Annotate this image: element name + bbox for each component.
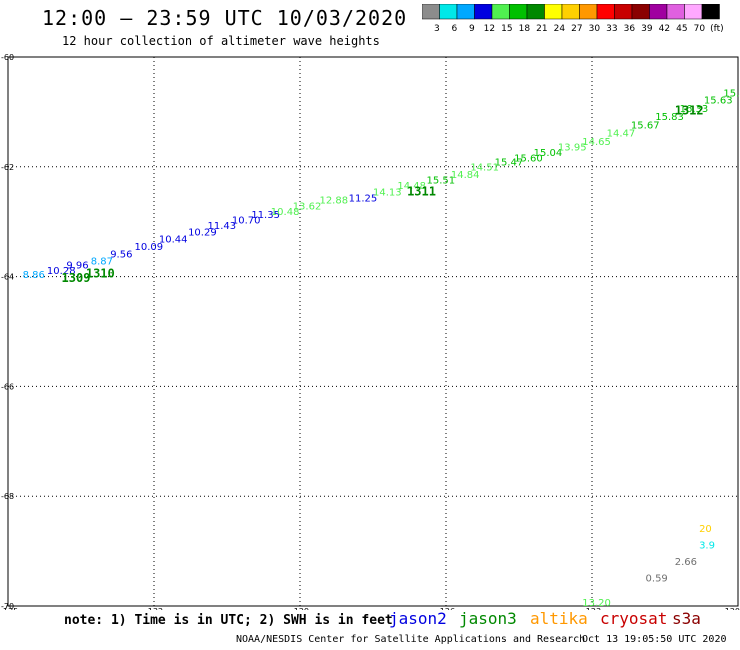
colorbar-legend: 3 6 9 12 15 18 21 24 27 30 33 36 39 42 45 70 (ft) (422, 4, 724, 34)
wave-height-label: 13.95 (558, 142, 587, 153)
y-tick-label: -64 (1, 273, 14, 282)
wave-height-label: 16.33 (680, 104, 709, 115)
wave-height-label: 10.28 (47, 266, 76, 277)
wave-height-label: 14.65 (582, 137, 611, 148)
colorbar-tick-label: 21 (536, 24, 547, 34)
pass-number-label: 1311 (407, 184, 436, 198)
colorbar-tick-label: 36 (624, 24, 636, 34)
wave-height-label: 14.47 (607, 129, 636, 140)
wave-height-label: 3.9 (699, 540, 715, 551)
legend-altika: altika (530, 609, 588, 628)
legend-jason3: jason3 (459, 609, 517, 628)
wave-height-label: 10.44 (159, 235, 188, 246)
legend-s3a: s3a (672, 609, 701, 628)
legend-jason2: jason2 (389, 609, 447, 628)
colorbar-tick-label: 15 (501, 24, 512, 34)
wave-height-label: 15.63 (704, 96, 733, 107)
wave-height-label: 15.67 (631, 120, 660, 131)
colorbar-tick-label: 27 (571, 24, 582, 34)
colorbar-tick-label: 39 (641, 24, 653, 34)
legend-cryosat: cryosat (600, 609, 668, 628)
x-tick-label: -120 (722, 607, 740, 610)
colorbar-tick-label: 33 (606, 24, 617, 34)
x-tick-label: -126 (437, 607, 455, 610)
wave-height-label: 14.84 (451, 170, 480, 181)
wave-height-label: 13.20 (582, 598, 611, 609)
wave-height-label: 15.51 (427, 175, 456, 186)
y-tick-label: -68 (1, 492, 14, 501)
wave-height-label: 10.29 (188, 227, 217, 238)
credit-line: NOAA/NESDIS Center for Satellite Applica… (236, 634, 586, 645)
colorbar-tick-label: 30 (589, 24, 601, 34)
wave-height-label: 9.56 (110, 249, 132, 260)
generated-timestamp: Oct 13 19:05:50 UTC 2020 (582, 634, 727, 645)
plot-frame (7, 56, 739, 607)
wave-height-label: 8.87 (91, 257, 113, 268)
wave-height-label: 11.43 (208, 221, 237, 232)
x-tick-label: -132 (145, 607, 163, 610)
colorbar-tick-label: (ft) (710, 24, 724, 34)
wave-height-label: 10.48 (271, 207, 300, 218)
pass-number-label: 1312 (675, 104, 704, 118)
colorbar-tick-label: 42 (659, 24, 670, 34)
wave-height-label: 11.35 (251, 210, 280, 221)
wave-height-label: 15.47 (495, 158, 524, 169)
colorbar-tick-label: 9 (469, 24, 475, 34)
y-tick-label: -70 (1, 602, 14, 610)
x-tick-label: -135 (0, 607, 18, 610)
wave-height-label: 0.59 (646, 573, 668, 584)
colorbar-tick-label: 24 (554, 24, 566, 34)
pass-number-label: 1309 (62, 271, 91, 285)
wave-height-label: 12.88 (319, 196, 348, 207)
y-tick-label: -60 (1, 53, 14, 62)
wave-height-label: 13.62 (293, 202, 322, 213)
wave-height-label: 14.48 (397, 181, 426, 192)
chart-title: 12:00 – 23:59 UTC 10/03/2020 (42, 6, 408, 30)
colorbar-tick-label: 12 (484, 24, 495, 34)
wave-height-label: 15.81 (723, 89, 740, 100)
wave-height-label: 15.60 (514, 153, 543, 164)
y-tick-label: -62 (1, 163, 14, 172)
wave-height-label: 15.04 (534, 148, 563, 159)
colorbar-tick-label: 45 (676, 24, 687, 34)
wave-height-label: 9.96 (66, 260, 88, 271)
wave-height-label: 10.70 (232, 215, 261, 226)
wave-height-label: 15.83 (655, 112, 684, 123)
colorbar-tick-label: 6 (452, 24, 458, 34)
x-tick-label: -129 (291, 607, 309, 610)
footnote: note: 1) Time is in UTC; 2) SWH is in fe… (64, 613, 393, 628)
colorbar-swatch (701, 4, 720, 20)
data-layer: 8.86 10.289.96 8.879.5610.0910.4410.2911.4… (23, 89, 740, 609)
colorbar-tick-label: 70 (694, 24, 706, 34)
wave-height-label: 14.13 (373, 187, 402, 198)
wave-height-label: 20 (699, 524, 712, 535)
colorbar-tick-label: 3 (434, 24, 440, 34)
wave-height-label: 2.66 (675, 557, 697, 568)
y-tick-label: -66 (1, 382, 14, 391)
pass-number-label: 1310 (86, 267, 115, 281)
wave-height-label: 8.86 (23, 270, 45, 281)
chart-subtitle: 12 hour collection of altimeter wave hei… (62, 34, 380, 48)
colorbar-tick-label: 18 (519, 24, 531, 34)
altimeter-map-plot: -135 -132 -129 -126 -123 -120 -60 -62 -64 -66 -68 -… (0, 53, 740, 610)
wave-height-label: 10.09 (135, 242, 164, 253)
wave-height-label: 11.25 (349, 193, 378, 204)
wave-height-label: 14.51 (470, 163, 499, 174)
x-tick-label: -123 (583, 607, 601, 610)
